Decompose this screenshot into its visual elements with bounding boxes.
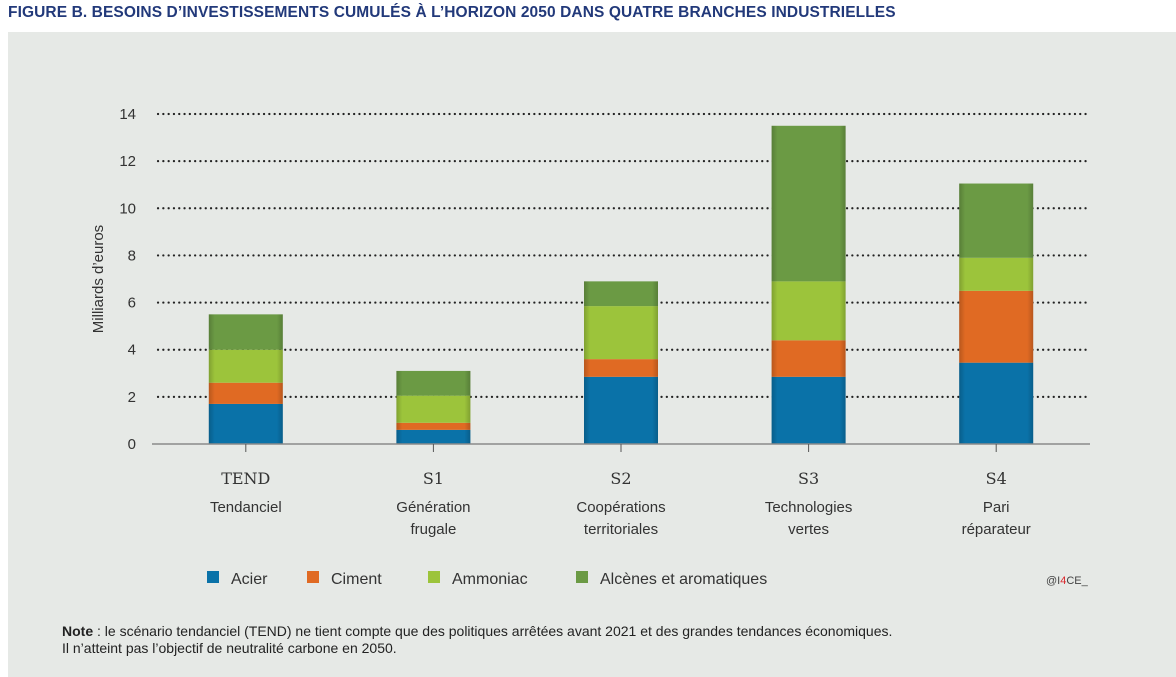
note-line-2: Il n’atteint pas l’objectif de neutralit…	[62, 640, 397, 656]
bar-shading	[396, 370, 471, 444]
y-tick-label: 8	[128, 247, 136, 264]
category-name: réparateur	[962, 521, 1031, 538]
category-code: S3	[798, 469, 819, 488]
legend-item: Ammoniac	[428, 571, 528, 588]
bar-stack	[208, 314, 283, 444]
category-name: Génération	[396, 499, 470, 516]
legend-label: Alcènes et aromatiques	[600, 571, 767, 588]
credit-suffix: CE_	[1066, 575, 1088, 587]
category-name: Tendanciel	[210, 499, 282, 516]
category-code: S2	[610, 469, 631, 488]
y-tick-label: 14	[119, 106, 136, 123]
y-tick-label: 12	[119, 153, 136, 170]
legend-swatch	[576, 571, 588, 583]
category-name: Technologies	[765, 499, 853, 516]
legend-swatch	[207, 571, 219, 583]
y-axis-label: Milliards d’euros	[90, 225, 107, 333]
legend-item: Acier	[207, 571, 268, 588]
y-tick-label: 6	[128, 295, 136, 312]
category-code: S4	[986, 469, 1007, 488]
category-code: TEND	[221, 469, 270, 488]
category-name: Coopérations	[576, 499, 665, 516]
legend: Acier Ciment Ammoniac Alcènes et aromatique…	[207, 571, 767, 588]
y-tick-label: 2	[128, 389, 136, 406]
y-tick-label: 10	[119, 200, 136, 217]
legend-item: Alcènes et aromatiques	[576, 571, 767, 588]
bars	[208, 125, 1034, 445]
bar-stack	[771, 125, 846, 445]
bar-shading	[771, 125, 846, 445]
credit-label: @I4CE_	[1046, 575, 1089, 587]
legend-label: Ciment	[331, 571, 382, 588]
legend-item: Ciment	[307, 571, 382, 588]
bar-stack	[396, 370, 471, 444]
category-name: vertes	[788, 521, 829, 538]
legend-swatch	[307, 571, 319, 583]
bar-stack	[584, 281, 658, 444]
bar-shading	[584, 281, 658, 444]
note-label: Note	[62, 623, 94, 639]
category-name: territoriales	[584, 521, 658, 538]
credit-prefix: @I	[1046, 575, 1060, 587]
note-text-1: : le scénario tendanciel (TEND) ne tient…	[93, 623, 893, 639]
bar-shading	[959, 183, 1034, 445]
y-tick-label: 0	[128, 436, 136, 453]
category-name: frugale	[410, 521, 456, 538]
note: Note : le scénario tendanciel (TEND) ne …	[62, 623, 892, 657]
credit-highlight: 4	[1060, 575, 1066, 587]
x-axis-labels: TEND Tendanciel S1 Génération frugale S2 Coopé…	[210, 469, 1031, 538]
bar-stack	[959, 183, 1034, 445]
x-axis	[152, 443, 1090, 452]
legend-label: Acier	[231, 571, 268, 588]
note-line-1: Note : le scénario tendanciel (TEND) ne …	[62, 623, 892, 640]
y-tick-label: 4	[128, 342, 136, 359]
category-code: S1	[423, 469, 444, 488]
y-axis-ticks: 0 2 4 6 8 10 12 14	[119, 106, 136, 453]
legend-label: Ammoniac	[452, 571, 528, 588]
figure-title: FIGURE B. BESOINS D’INVESTISSEMENTS CUMU…	[8, 4, 896, 21]
bar-shading	[208, 314, 283, 444]
legend-swatch	[428, 571, 440, 583]
category-name: Pari	[983, 499, 1010, 516]
